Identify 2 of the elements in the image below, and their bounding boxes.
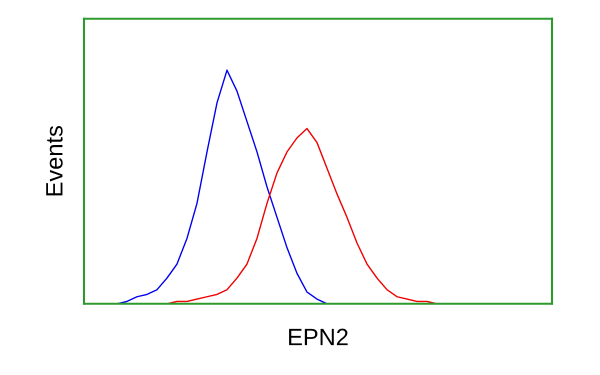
x-axis-title: EPN2 xyxy=(289,328,348,346)
y-axis-title: Events xyxy=(46,126,63,196)
